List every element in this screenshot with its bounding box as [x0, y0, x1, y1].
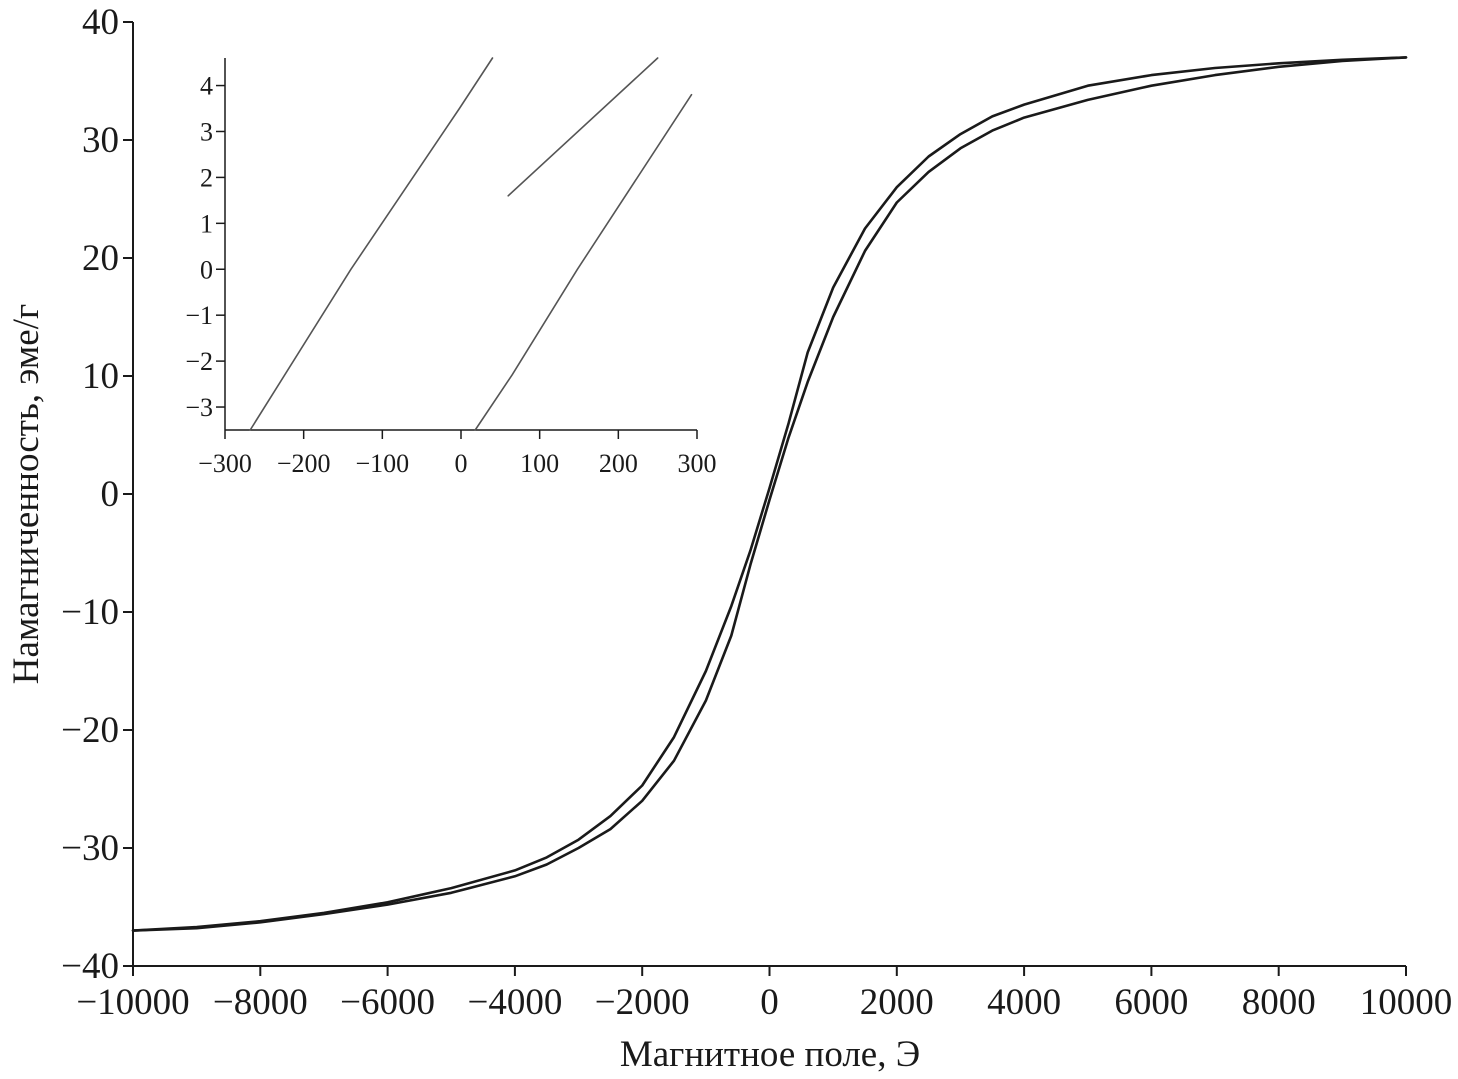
x-tick-label: −10000 [76, 982, 189, 1023]
x-tick-label: 0 [760, 982, 779, 1023]
x-tick-label: −100 [355, 449, 409, 478]
y-tick-label: −30 [61, 828, 119, 869]
series-2-line [131, 56, 1408, 932]
y-tick-label: 10 [82, 356, 119, 397]
series-2-line [507, 57, 659, 197]
x-tick-label: 10000 [1360, 982, 1453, 1023]
series-3-line [474, 93, 693, 431]
x-tick-label: −6000 [340, 982, 435, 1023]
y-tick-label: 4 [200, 72, 213, 101]
x-tick-label: −2000 [595, 982, 690, 1023]
x-tick-label: 200 [599, 449, 638, 478]
inset-plot: −300 −200 −100 0 100 200 300 −3 −2 −1 0 1 2 3 4 [185, 57, 717, 478]
series-1-line [131, 56, 1408, 932]
x-tick-label: 4000 [987, 982, 1061, 1023]
x-tick-label: 8000 [1242, 982, 1316, 1023]
x-tick-label: 0 [455, 449, 468, 478]
y-tick-label: −10 [61, 592, 119, 633]
y-tick-label: −40 [61, 946, 119, 987]
y-tick-label: 1 [200, 209, 213, 238]
y-tick-label: −20 [61, 710, 119, 751]
x-tick-label: 2000 [860, 982, 934, 1023]
x-tick-label: −300 [198, 449, 252, 478]
y-axis-title: Намагниченность, эме/г [6, 304, 47, 684]
y-tick-label: 40 [82, 2, 119, 43]
y-tick-label: −2 [185, 347, 213, 376]
x-tick-label: −200 [277, 449, 331, 478]
y-tick-label: 2 [200, 163, 213, 192]
x-tick-label: −8000 [213, 982, 308, 1023]
y-tick-label: −1 [185, 301, 213, 330]
x-tick-label: 300 [678, 449, 717, 478]
main-plot: −10000 −8000 −6000 −4000 −2000 0 2000 4000 6000 8… [6, 2, 1452, 1075]
y-tick-label: 3 [200, 117, 213, 146]
y-tick-label: 0 [200, 255, 213, 284]
x-axis-title: Магнитное поле, Э [620, 1034, 920, 1075]
x-tick-label: 6000 [1114, 982, 1188, 1023]
x-tick-label: −4000 [467, 982, 562, 1023]
y-tick-label: −3 [185, 393, 213, 422]
y-tick-label: 20 [82, 238, 119, 279]
series-1-line [249, 57, 494, 431]
y-tick-label: 30 [82, 120, 119, 161]
y-tick-label: 0 [101, 474, 120, 515]
x-tick-label: 100 [520, 449, 559, 478]
